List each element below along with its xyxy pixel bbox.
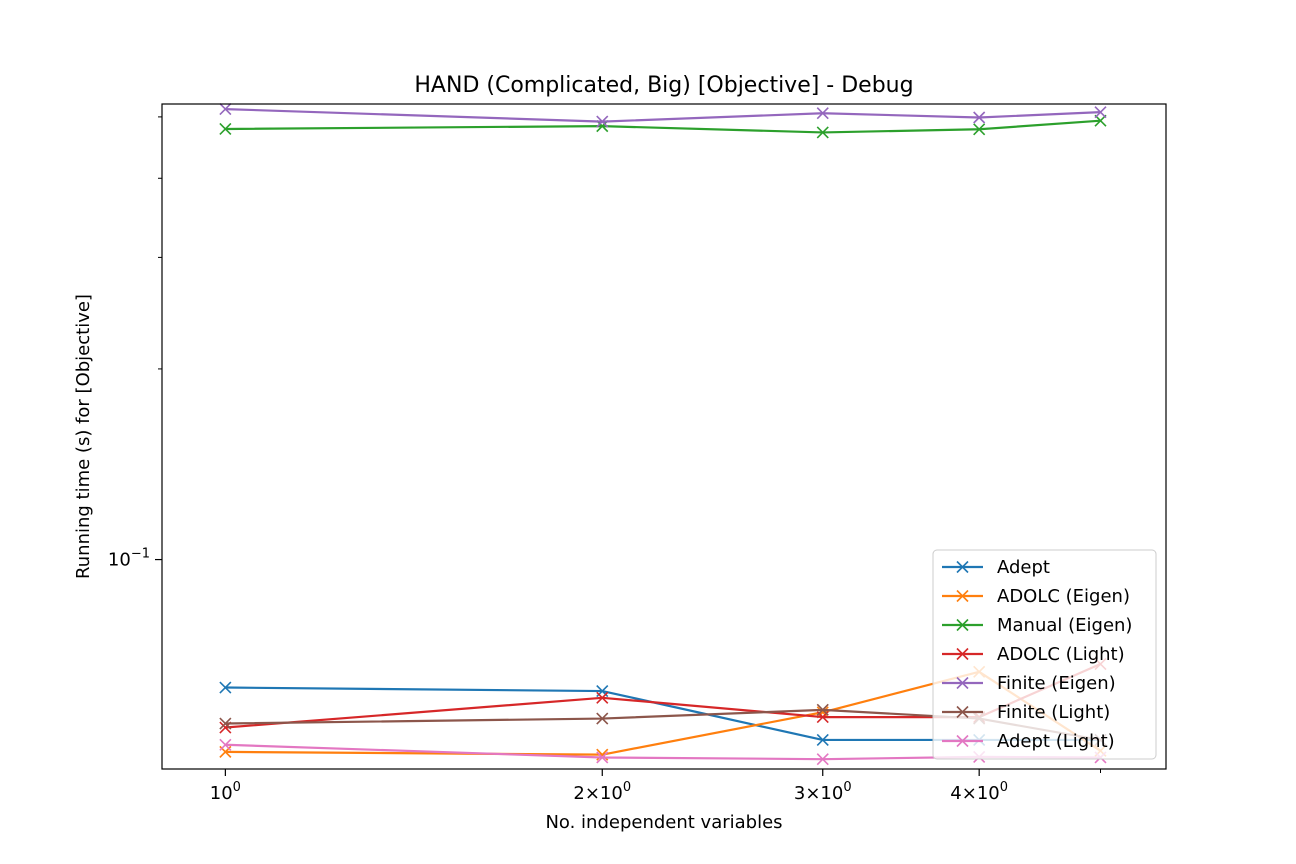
data-point (816, 107, 829, 120)
x-tick-label-exponent: 0 (623, 780, 631, 795)
y-tick-label-base: 10 (108, 550, 131, 571)
y-axis-title: Running time (s) for [Objective] (73, 294, 94, 579)
series-manual-eigen (219, 114, 1107, 139)
legend-label: Manual (Eigen) (997, 615, 1132, 636)
data-point (973, 123, 986, 136)
series-finite-eigen (219, 103, 1107, 128)
data-point (816, 753, 829, 766)
legend-marker (956, 734, 969, 748)
x-tick-label: 3×100 (794, 780, 852, 804)
data-point (816, 733, 829, 747)
legend-marker (956, 618, 969, 632)
x-tick-label-exponent: 0 (233, 780, 241, 795)
legend-marker (956, 589, 969, 603)
data-point (973, 111, 986, 124)
data-point (596, 115, 609, 128)
legend-label: ADOLC (Eigen) (997, 586, 1130, 607)
x-tick-label: 100 (210, 780, 241, 804)
legend-item: ADOLC (Eigen) (942, 586, 1130, 607)
legend-label: Finite (Eigen) (997, 673, 1116, 694)
x-tick-label-exponent: 0 (843, 780, 851, 795)
legend-item: ADOLC (Light) (942, 644, 1125, 665)
legend-item: Finite (Eigen) (942, 673, 1116, 694)
x-tick-label-base: 3×10 (794, 783, 843, 804)
y-tick-label-exponent: −1 (131, 547, 150, 562)
legend-item: Adept (Light) (942, 731, 1115, 752)
x-tick-label-base: 2×10 (573, 783, 622, 804)
data-point (596, 751, 609, 764)
x-tick-label: 4×100 (950, 780, 1008, 804)
data-point (219, 717, 232, 730)
data-point (1094, 114, 1107, 127)
data-point (1094, 106, 1107, 119)
legend-label: Finite (Light) (997, 702, 1110, 723)
x-tick-label-exponent: 0 (1000, 780, 1008, 795)
x-axis: 100 2×100 3×100 4×100 (210, 769, 1102, 804)
chart-title: HAND (Complicated, Big) [Objective] - De… (414, 73, 913, 98)
data-point (219, 738, 232, 751)
data-point (596, 691, 609, 704)
legend-item: Manual (Eigen) (942, 615, 1132, 636)
plot-frame (161, 103, 1167, 770)
x-tick-label-base: 4×10 (950, 783, 999, 804)
legend-item: Adept (942, 557, 1050, 578)
data-point (219, 103, 232, 116)
legend-item: Finite (Light) (942, 702, 1110, 723)
data-point (219, 122, 232, 136)
x-tick-label-base: 10 (210, 783, 233, 804)
legend-marker (956, 560, 969, 574)
data-point (816, 703, 829, 716)
x-tick-label: 2×100 (573, 780, 631, 804)
data-point (219, 681, 232, 694)
data-point (596, 712, 609, 725)
y-axis: 10−1 (108, 116, 162, 571)
legend-label: ADOLC (Light) (997, 644, 1125, 665)
legend-label: Adept (Light) (997, 731, 1115, 752)
legend-marker (956, 705, 969, 719)
legend-label: Adept (997, 557, 1050, 578)
legend-marker (956, 676, 969, 690)
legend: Adept ADOLC (Eigen) Manual (Eigen) ADOLC (L… (932, 549, 1157, 760)
data-point (816, 126, 829, 139)
series-layer (219, 103, 1107, 766)
legend-box (932, 549, 1157, 760)
y-tick-label: 10−1 (108, 547, 150, 571)
x-axis-title: No. independent variables (545, 812, 782, 833)
legend-marker (956, 647, 969, 661)
